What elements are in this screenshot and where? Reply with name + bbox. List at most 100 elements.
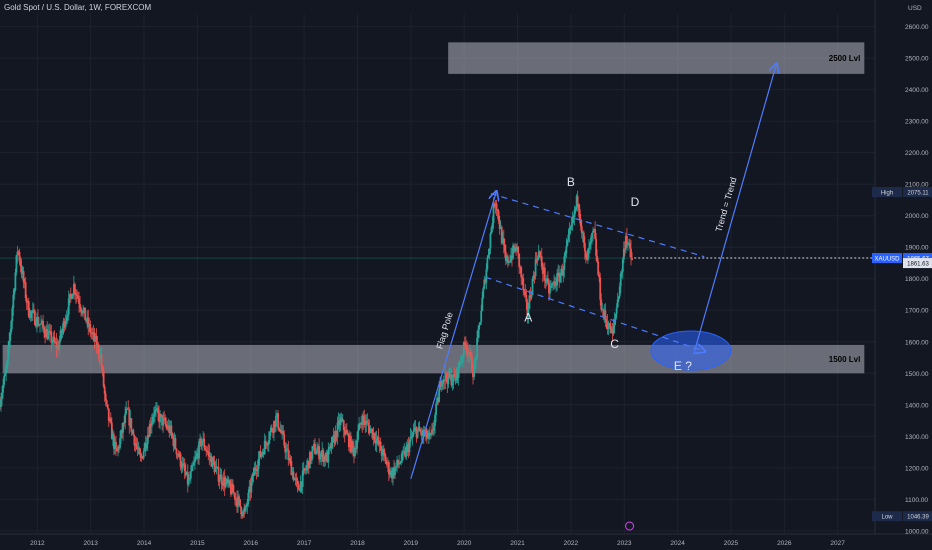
candle-body: [47, 332, 50, 340]
candle-body: [218, 479, 221, 482]
target-ellipse: [650, 330, 732, 371]
candle-body: [42, 320, 44, 328]
candle-body: [2, 384, 4, 393]
y-tick-label: 2600.00: [905, 24, 929, 31]
y-tick-label: 1000.00: [905, 528, 929, 535]
candle-body: [612, 324, 615, 334]
candle-body: [44, 333, 47, 338]
candle-body: [222, 477, 225, 486]
candle-body: [174, 438, 177, 449]
candle-body: [505, 256, 508, 261]
candle-body: [98, 354, 101, 359]
candle-body: [53, 336, 56, 342]
candle-body: [279, 429, 282, 431]
candle-body: [115, 441, 117, 450]
candle-body: [100, 354, 103, 367]
candle-body: [333, 435, 336, 443]
candle-body: [576, 196, 579, 204]
candle-body: [588, 247, 590, 250]
candle-body: [136, 446, 139, 450]
x-tick-label: 2019: [404, 540, 419, 547]
candle-body: [316, 450, 318, 454]
candle-body: [272, 430, 274, 433]
zone-rect: [2, 344, 865, 374]
candle-body: [86, 317, 89, 322]
candle-body: [69, 293, 72, 295]
candle-body: [527, 308, 530, 315]
candle-body: [463, 342, 466, 345]
candle-body: [596, 256, 599, 262]
candle-body: [607, 327, 610, 330]
candle-body: [111, 434, 114, 440]
candle-body: [422, 430, 425, 436]
candle-body: [429, 432, 431, 435]
candle-body: [432, 429, 434, 431]
candle-body: [108, 418, 111, 421]
candle-body: [476, 337, 479, 358]
candle-body: [181, 463, 184, 469]
candle-body: [573, 209, 576, 218]
candle-body: [256, 468, 259, 472]
candle-body: [229, 486, 232, 495]
candle-body: [22, 271, 25, 283]
candle-body: [320, 453, 323, 457]
candle-body: [587, 249, 589, 261]
candle-body: [74, 284, 76, 294]
candle-body: [331, 436, 334, 449]
candle-body: [223, 477, 226, 488]
candle-body: [539, 256, 542, 258]
candle-body: [504, 251, 507, 261]
candle-body: [275, 415, 277, 427]
candle-body: [235, 498, 237, 500]
candle-body: [629, 243, 631, 249]
candle-body: [602, 309, 605, 317]
candle-body: [258, 451, 261, 459]
candle-body: [447, 370, 450, 385]
candle-body: [571, 216, 574, 225]
candle-body: [561, 268, 564, 276]
candle-body: [35, 324, 37, 327]
candle-body: [603, 310, 606, 317]
candle-body: [237, 496, 239, 507]
price-badge: XAUUSD: [874, 257, 900, 263]
candle-body: [248, 486, 251, 493]
candle-body: [378, 441, 381, 445]
candle-body: [243, 510, 246, 512]
candle-body: [452, 373, 455, 383]
candle-body: [48, 331, 51, 333]
candle-body: [254, 467, 257, 470]
candle-body: [343, 430, 346, 435]
candle-body: [575, 196, 578, 208]
candle-body: [57, 345, 60, 350]
candle-body: [18, 251, 21, 262]
candle-body: [209, 456, 212, 458]
candle-body: [473, 366, 475, 377]
candle-body: [11, 308, 14, 321]
candle-body: [499, 226, 502, 229]
candle-body: [175, 448, 178, 455]
candle-body: [64, 320, 67, 328]
candle-body: [202, 438, 205, 442]
candle-body: [238, 496, 240, 500]
candle-body: [443, 379, 446, 381]
candle-body: [401, 451, 404, 461]
candle-body: [543, 267, 546, 281]
y-tick-label: 2300.00: [905, 119, 929, 126]
close-value: 1861.63: [907, 262, 929, 268]
candle-body: [347, 434, 350, 448]
candle-body: [614, 313, 617, 320]
candle-body: [71, 293, 74, 299]
candle-body: [286, 448, 289, 450]
candle-body: [293, 478, 296, 481]
candle-body: [595, 238, 598, 257]
candle-body: [480, 310, 483, 323]
candle-body: [517, 246, 520, 254]
candle-body: [474, 360, 476, 367]
y-tick-label: 2400.00: [905, 87, 929, 94]
candle-body: [585, 258, 588, 261]
x-tick-label: 2012: [30, 540, 45, 547]
candle-body: [99, 354, 102, 359]
candle-body: [232, 483, 234, 493]
candle-body: [492, 203, 495, 224]
